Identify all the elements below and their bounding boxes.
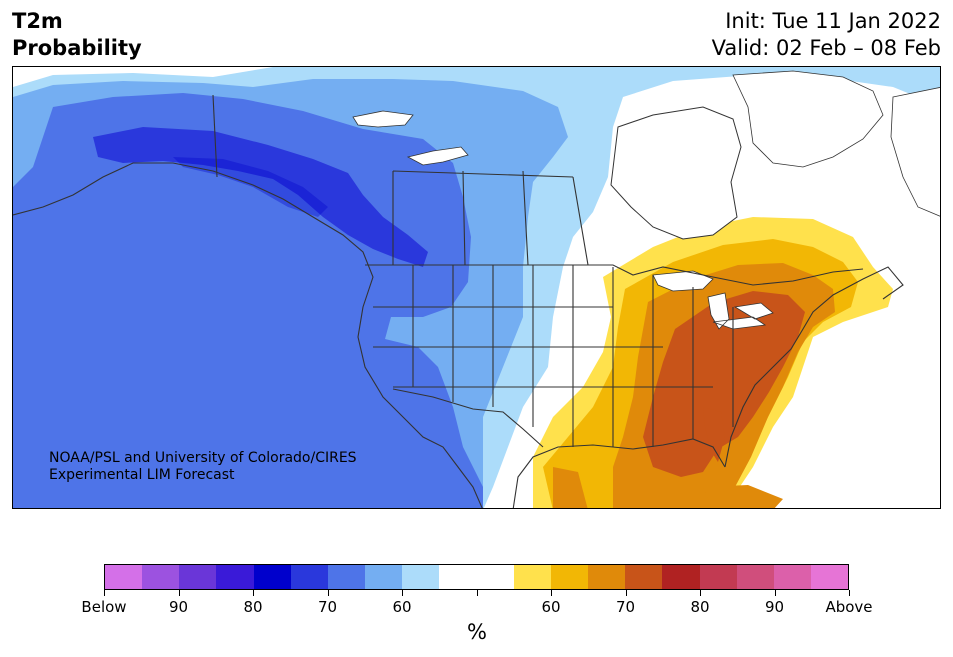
colorbar-tick bbox=[774, 590, 776, 596]
map-svg bbox=[13, 67, 940, 508]
colorbar-tick bbox=[476, 590, 478, 596]
forecast-dates: Init: Tue 11 Jan 2022 Valid: 02 Feb – 08… bbox=[712, 8, 941, 62]
colorbar-tick bbox=[327, 590, 329, 596]
colorbar-tick bbox=[849, 590, 850, 596]
colorbar-swatch bbox=[699, 565, 737, 589]
colorbar-swatch bbox=[513, 565, 551, 589]
us-canada-border bbox=[365, 264, 864, 286]
us-mexico-border bbox=[392, 388, 544, 448]
colorbar-tick-label: 90 bbox=[764, 598, 785, 616]
colorbar-tick bbox=[253, 590, 254, 596]
above-yucatan-cuba bbox=[641, 485, 783, 508]
colorbar-swatch bbox=[550, 565, 589, 589]
colorbar-tick bbox=[104, 590, 105, 596]
great-bear-lake bbox=[352, 110, 414, 128]
state-lines bbox=[373, 265, 734, 447]
colorbar-swatch bbox=[327, 565, 366, 589]
arctic-islands bbox=[732, 70, 884, 168]
colorbar-tick-label: 90 bbox=[168, 598, 189, 616]
colorbar-swatch bbox=[476, 565, 514, 589]
colorbar-swatch bbox=[625, 565, 663, 589]
colorbar-swatch bbox=[773, 565, 811, 589]
colorbar-tick-label: 80 bbox=[243, 598, 263, 616]
colorbar-tick bbox=[178, 590, 180, 596]
colorbar-tick-label: Above bbox=[825, 598, 873, 616]
below-80-west bbox=[373, 357, 393, 397]
title-variable: T2m bbox=[12, 9, 63, 33]
init-date: Init: Tue 11 Jan 2022 bbox=[725, 9, 941, 33]
above-mexico-gulf bbox=[553, 467, 588, 508]
below-80-region bbox=[13, 93, 483, 508]
colorbar-swatch bbox=[736, 565, 774, 589]
colorbar-swatch bbox=[365, 565, 403, 589]
borders bbox=[13, 94, 904, 508]
above-florida bbox=[703, 407, 725, 462]
colorbar-unit: % bbox=[467, 620, 487, 644]
colorbar-tick bbox=[700, 590, 701, 596]
province-lines bbox=[392, 170, 589, 266]
colorbar-swatch bbox=[588, 565, 626, 589]
alaska-border bbox=[212, 94, 218, 178]
below-90-core bbox=[173, 157, 328, 217]
great-slave-lake bbox=[406, 146, 469, 166]
colorbar-swatch bbox=[216, 565, 254, 589]
title-type: Probability bbox=[12, 36, 142, 60]
colorbar-swatch bbox=[662, 565, 700, 589]
colorbar-tick-label: Below bbox=[81, 598, 127, 616]
map-title: T2m Probability bbox=[12, 8, 142, 62]
colorbar-tick-label: 60 bbox=[541, 598, 561, 616]
colorbar-tick-label: 80 bbox=[690, 598, 710, 616]
below-90-region bbox=[93, 127, 428, 267]
colorbar-swatch bbox=[142, 565, 180, 589]
colorbar-tick bbox=[402, 590, 403, 596]
colorbar-swatch bbox=[105, 565, 143, 589]
colorbar-tick-label: 70 bbox=[317, 598, 338, 616]
colorbar-swatch bbox=[810, 565, 849, 589]
above-90-region bbox=[643, 291, 805, 477]
colorbar-swatch bbox=[402, 565, 440, 589]
colorbar-tick-label: 70 bbox=[615, 598, 636, 616]
colorbar-swatch bbox=[439, 565, 477, 589]
hudson-bay bbox=[610, 106, 742, 240]
colorbar-swatch bbox=[253, 565, 291, 589]
colorbar-swatch bbox=[179, 565, 217, 589]
colorbar-swatch bbox=[290, 565, 328, 589]
colorbar bbox=[104, 564, 849, 590]
great-lakes bbox=[652, 270, 774, 330]
west-coast bbox=[13, 162, 483, 508]
colorbar-tick bbox=[551, 590, 552, 596]
colorbar-tick-label: 60 bbox=[392, 598, 412, 616]
probability-map bbox=[12, 66, 941, 509]
credit-text: NOAA/PSL and University of Colorado/CIRE… bbox=[49, 450, 357, 484]
valid-date: Valid: 02 Feb – 08 Feb bbox=[711, 36, 941, 60]
east-coast bbox=[724, 266, 904, 468]
colorbar-tick bbox=[625, 590, 627, 596]
credit-line-2: Experimental LIM Forecast bbox=[49, 467, 235, 483]
greenland-edge bbox=[890, 86, 940, 217]
credit-line-1: NOAA/PSL and University of Colorado/CIRE… bbox=[49, 450, 357, 466]
